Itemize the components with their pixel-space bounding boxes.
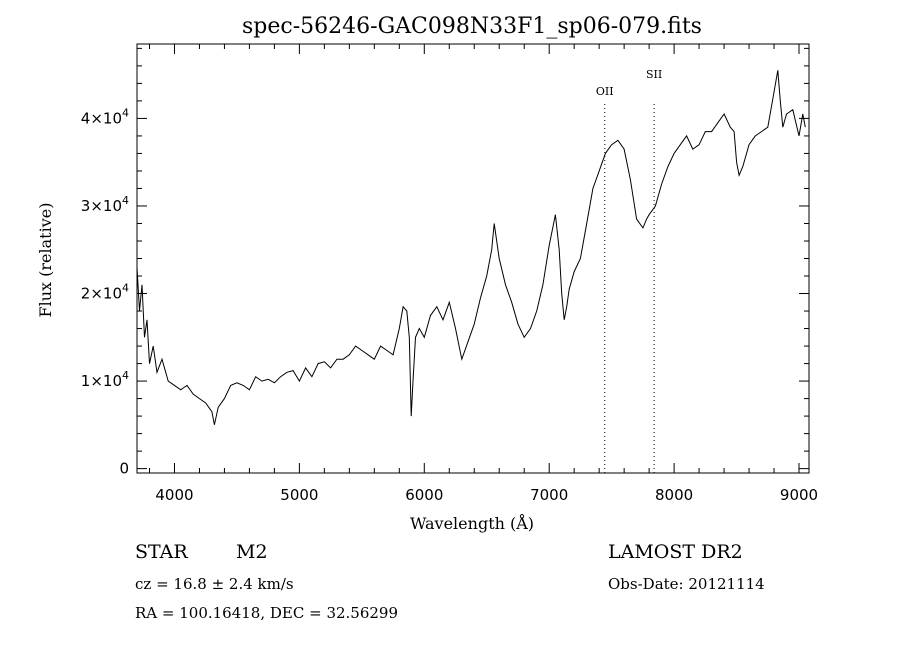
y-tick-label: 1×104 (81, 369, 129, 390)
object-subclass: M2 (236, 541, 268, 563)
x-tick-label: 4000 (155, 486, 193, 504)
x-tick-label: 8000 (655, 486, 693, 504)
y-tick-label: 0 (119, 460, 129, 478)
redshift-text: cz = 16.8 ± 2.4 km/s (135, 575, 294, 593)
x-tick-label: 6000 (405, 486, 443, 504)
x-tick-label: 7000 (530, 486, 568, 504)
coordinates-text: RA = 100.16418, DEC = 32.56299 (135, 604, 399, 622)
object-class: STAR (135, 541, 188, 563)
line-label-oii: OII (596, 85, 614, 98)
obs-date-text: Obs-Date: 20121114 (608, 575, 765, 593)
spectrum-line (136, 70, 806, 425)
spectral-line-markers: OII SII (596, 68, 662, 473)
line-label-sii: SII (646, 68, 662, 81)
survey-name: LAMOST DR2 (608, 541, 743, 563)
y-axis-label: Flux (relative) (36, 203, 55, 318)
x-tick-label: 5000 (280, 486, 318, 504)
y-tick-label: 3×104 (81, 194, 129, 215)
x-axis-ticks: 4000 5000 6000 7000 8000 9000 (148, 44, 818, 504)
y-tick-label: 4×104 (81, 106, 129, 127)
plot-frame (136, 43, 810, 474)
y-axis-ticks: 0 1×104 2×104 3×104 4×104 (81, 47, 809, 478)
x-tick-label: 9000 (780, 486, 818, 504)
x-axis-label: Wavelength (Å) (410, 513, 534, 533)
chart-title: spec-56246-GAC098N33F1_sp06-079.fits (242, 14, 702, 39)
y-tick-label: 2×104 (81, 282, 129, 303)
